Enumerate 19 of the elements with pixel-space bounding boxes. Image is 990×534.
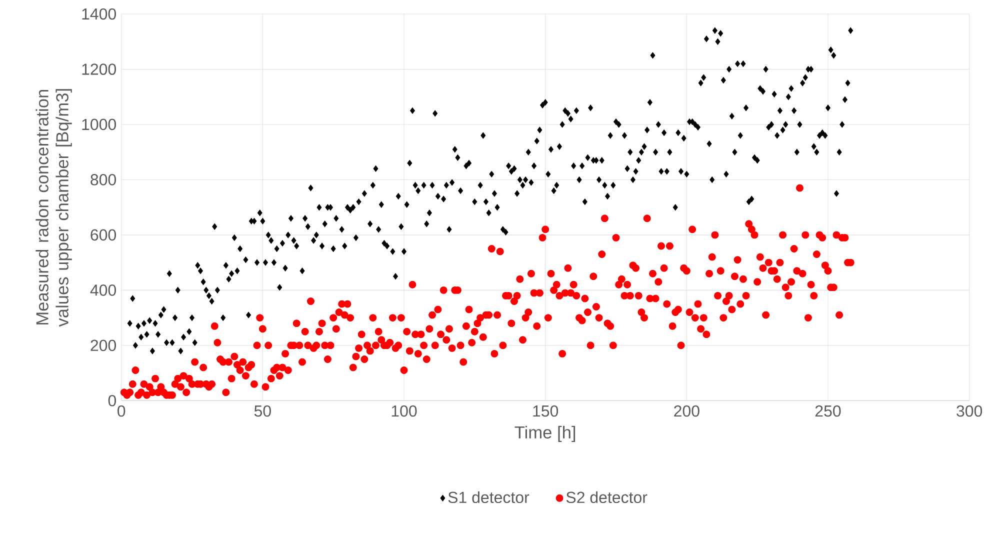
y-tick-label: 1400 [82, 8, 116, 20]
y-tick-label: 800 [90, 174, 116, 186]
x-tick-label: 150 [533, 405, 558, 417]
legend-label: S1 detector [448, 491, 530, 504]
y-tick-label: 600 [90, 229, 116, 241]
x-tick-label: 50 [254, 405, 271, 417]
y-tick-label: 1200 [82, 64, 116, 75]
x-tick-label: 300 [956, 405, 982, 417]
x-tick-label: 200 [674, 405, 700, 417]
y-tick-label: 0 [108, 394, 116, 406]
legend-label: S2 detector [566, 491, 648, 504]
x-tick-label: 250 [815, 405, 841, 417]
x-tick-label: 0 [118, 405, 126, 417]
x-tick-label: 100 [392, 405, 417, 417]
y-tick-label: 200 [90, 340, 116, 352]
x-axis-title: Time [h] [514, 426, 576, 442]
y-tick-label: 1000 [82, 118, 116, 130]
y-axis-title: Measured radon concentration values upper chamber [Bq/m3] [36, 89, 72, 327]
y-tick-label: 400 [90, 284, 116, 296]
